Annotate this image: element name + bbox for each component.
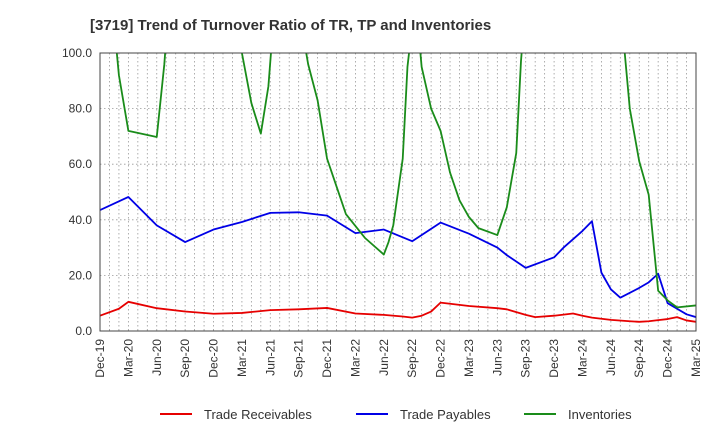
series-line-0 (100, 300, 696, 323)
x-tick-label: Jun-23 (490, 339, 504, 376)
x-tick-label: Dec-24 (661, 339, 675, 378)
x-tick-label: Mar-25 (689, 339, 703, 377)
y-tick-label: 40.0 (69, 213, 93, 227)
grid (100, 53, 696, 331)
x-tick-label: Mar-21 (235, 339, 249, 377)
x-tick-label: Mar-24 (575, 339, 589, 377)
x-tick-label: Sep-22 (405, 339, 419, 378)
x-tick-label: Sep-20 (178, 339, 192, 378)
x-tick-label: Mar-22 (348, 339, 362, 377)
legend: Trade Receivables Trade Payables Inventori… (160, 407, 632, 422)
y-tick-label: 80.0 (69, 102, 93, 116)
chart-title: [3719] Trend of Turnover Ratio of TR, TP… (90, 17, 491, 34)
series-layer (100, 53, 696, 323)
x-tick-label: Dec-20 (207, 339, 221, 378)
x-tick-label: Sep-23 (519, 339, 533, 378)
x-tick-label: Dec-21 (320, 339, 334, 378)
legend-label-0: Trade Receivables (204, 407, 312, 422)
y-tick-label: 20.0 (69, 268, 93, 282)
y-axis: 0.0 20.0 40.0 60.0 80.0 100.0 (62, 46, 92, 338)
series-line-1 (100, 196, 696, 318)
legend-label-1: Trade Payables (400, 407, 491, 422)
x-tick-label: Jun-21 (263, 339, 277, 376)
x-tick-label: Dec-19 (93, 339, 107, 378)
x-tick-label: Jun-22 (377, 339, 391, 376)
x-tick-label: Sep-21 (292, 339, 306, 378)
x-tick-label: Jun-20 (150, 339, 164, 376)
x-tick-label: Jun-24 (604, 339, 618, 376)
x-axis: Dec-19 Mar-20 Jun-20 Sep-20 Dec-20 Mar-21 Jun-… (93, 339, 703, 378)
x-tick-label: Mar-20 (121, 339, 135, 377)
x-tick-label: Sep-24 (632, 339, 646, 378)
plot-area-frame (99, 52, 697, 332)
y-tick-label: 0.0 (75, 324, 92, 338)
x-tick-label: Dec-22 (434, 339, 448, 378)
x-tick-label: Mar-23 (462, 339, 476, 377)
legend-label-2: Inventories (568, 407, 632, 422)
y-tick-label: 60.0 (69, 157, 93, 171)
x-tick-label: Dec-23 (547, 339, 561, 378)
y-tick-label: 100.0 (62, 46, 92, 60)
